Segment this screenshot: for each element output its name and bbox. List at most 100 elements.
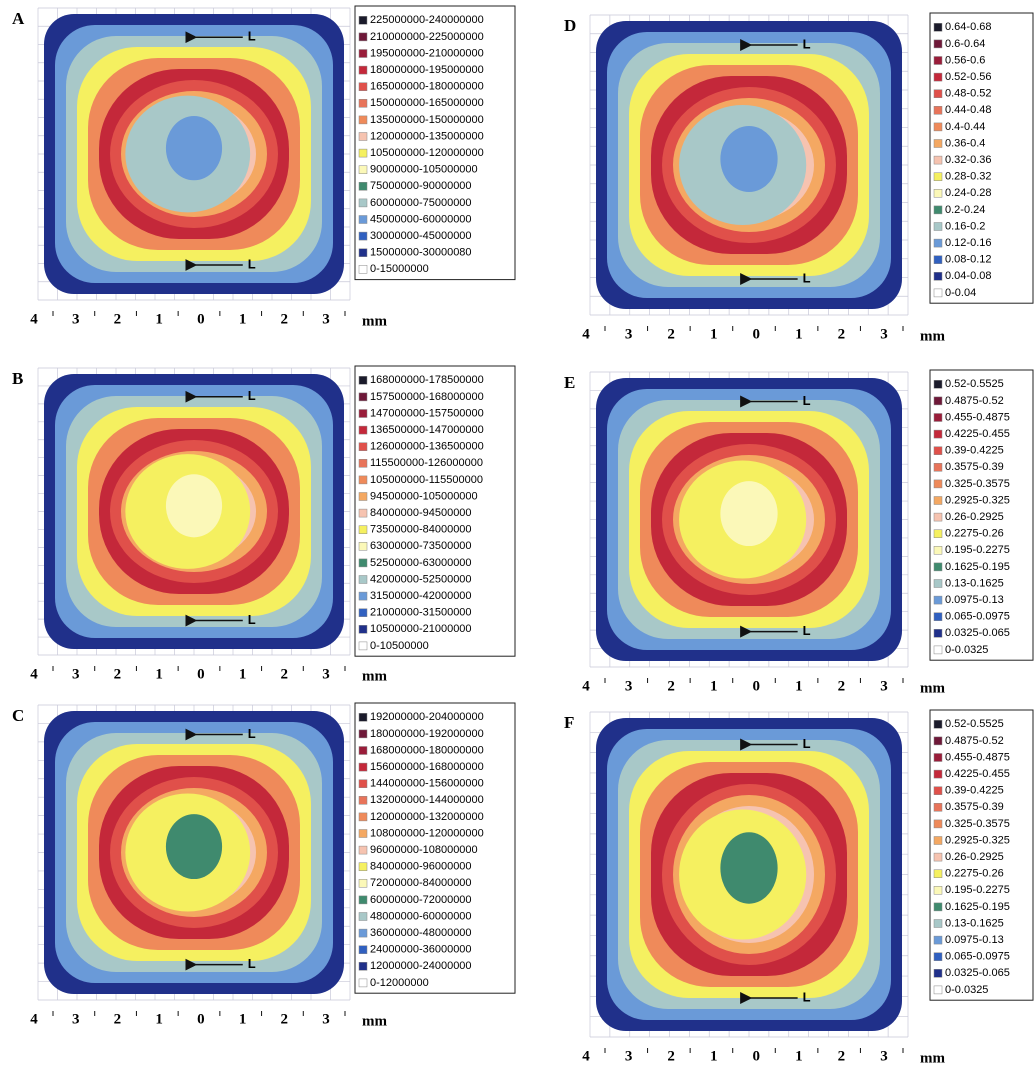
legend-swatch	[358, 608, 368, 617]
legend-swatch	[933, 380, 943, 389]
legend-swatch	[358, 912, 368, 921]
legend-swatch	[358, 641, 368, 651]
legend-label: 0.28-0.32	[945, 171, 991, 183]
legend-label: 0.12-0.16	[945, 237, 991, 249]
legend-swatch	[358, 265, 368, 274]
annotation: L	[803, 36, 811, 51]
legend-swatch	[933, 529, 943, 538]
legend-swatch	[933, 769, 943, 779]
x-tick-label: 1	[795, 678, 803, 694]
legend-swatch	[358, 525, 368, 534]
panel: A L L 4 3 2 1 0 1 2 3 mm 225000000-240000000 21000000…	[12, 5, 516, 329]
legend-label: 0.52-0.5525	[945, 718, 1004, 730]
x-tick-label: 2	[667, 326, 675, 342]
legend-swatch	[933, 122, 943, 132]
legend-swatch	[933, 720, 943, 729]
x-tick-label: 0	[753, 678, 761, 694]
legend-swatch	[358, 962, 368, 971]
legend-label: 94500000-105000000	[370, 490, 478, 502]
legend-box	[354, 5, 516, 281]
legend-swatch	[933, 39, 943, 49]
legend-label: 52500000-63000000	[370, 557, 472, 569]
legend-swatch	[358, 945, 368, 954]
legend-label: 84000000-94500000	[370, 507, 472, 519]
legend-label: 147000000-157500000	[370, 407, 484, 419]
legend-swatch	[933, 786, 943, 795]
x-tick-label: 3	[72, 666, 80, 682]
legend-label: 0.36-0.4	[945, 137, 985, 149]
legend-swatch	[358, 475, 368, 485]
legend-box	[929, 709, 1034, 1001]
legend-label: 0.3575-0.39	[945, 801, 1004, 813]
legend-label: 136500000-147000000	[370, 424, 484, 436]
legend-swatch	[358, 215, 368, 224]
legend-swatch	[358, 49, 368, 58]
contour-band	[165, 474, 223, 538]
legend-swatch	[933, 155, 943, 165]
legend-swatch	[358, 862, 368, 871]
legend-swatch	[933, 546, 943, 555]
legend-swatch	[358, 442, 368, 451]
legend-swatch	[933, 205, 943, 215]
legend-swatch	[358, 65, 368, 75]
legend-swatch	[933, 479, 943, 489]
legend-swatch	[358, 542, 368, 551]
legend-label: 0.2-0.24	[945, 204, 985, 216]
legend-swatch	[358, 392, 368, 402]
x-tick-label: 1	[710, 326, 718, 342]
x-tick-label: 4	[30, 1011, 38, 1027]
legend-swatch	[933, 463, 943, 472]
x-tick-label: 4	[30, 311, 38, 327]
legend-label: 0.0975-0.13	[945, 594, 1004, 606]
legend-swatch	[358, 796, 368, 805]
legend-swatch	[358, 558, 368, 568]
legend-swatch	[933, 255, 943, 264]
annotation: L	[803, 270, 811, 285]
legend-label: 45000000-60000000	[370, 213, 472, 225]
legend-label: 0-15000000	[370, 263, 429, 275]
legend-label: 60000000-72000000	[370, 894, 472, 906]
panel-letter: F	[564, 713, 574, 732]
x-tick-label: 0	[197, 1011, 205, 1027]
legend-swatch	[358, 895, 368, 905]
legend-label: 195000000-210000000	[370, 47, 484, 59]
x-tick-label: 1	[239, 1011, 247, 1027]
x-tick-label: 3	[880, 678, 888, 694]
legend-swatch	[358, 829, 368, 838]
legend-label: 180000000-195000000	[370, 64, 484, 76]
x-tick-label: 2	[838, 678, 846, 694]
legend-label: 0.26-0.2925	[945, 851, 1004, 863]
legend-label: 0.2275-0.26	[945, 868, 1004, 880]
x-tick-label: 0	[753, 1048, 761, 1064]
legend-label: 0-0.0325	[945, 644, 988, 656]
legend-swatch	[933, 189, 943, 198]
x-tick-label: 3	[880, 1048, 888, 1064]
legend-label: 0-0.0325	[945, 984, 988, 996]
legend-swatch	[933, 902, 943, 912]
legend-label: 0.0325-0.065	[945, 967, 1010, 979]
x-tick-label: 0	[197, 311, 205, 327]
legend-label: 0.2275-0.26	[945, 528, 1004, 540]
panel: D L L 4 3 2 1 0 1 2 3 mm 0.64-0.68 0.6-0.64 0.56-0.6 0.…	[564, 12, 1034, 344]
annotation: L	[248, 612, 256, 627]
legend-label: 150000000-165000000	[370, 97, 484, 109]
legend-label: 48000000-60000000	[370, 910, 472, 922]
x-tick-label: 0	[753, 326, 761, 342]
annotation: L	[803, 623, 811, 638]
x-tick-label: 1	[155, 311, 163, 327]
panel-letter: D	[564, 16, 576, 35]
legend-label: 0.0975-0.13	[945, 934, 1004, 946]
x-tick-label: 4	[582, 678, 590, 694]
legend-label: 0.4875-0.52	[945, 395, 1004, 407]
x-tick-label: 1	[710, 678, 718, 694]
legend-swatch	[933, 238, 943, 248]
legend-label: 0.13-0.1625	[945, 577, 1004, 589]
legend-swatch	[358, 575, 368, 584]
legend-swatch	[358, 82, 368, 91]
x-tick-label: 3	[72, 1011, 80, 1027]
legend-swatch	[933, 595, 943, 605]
legend-box	[929, 369, 1034, 661]
x-tick-label: 2	[667, 678, 675, 694]
legend-swatch	[933, 512, 943, 522]
legend-label: 132000000-144000000	[370, 794, 484, 806]
